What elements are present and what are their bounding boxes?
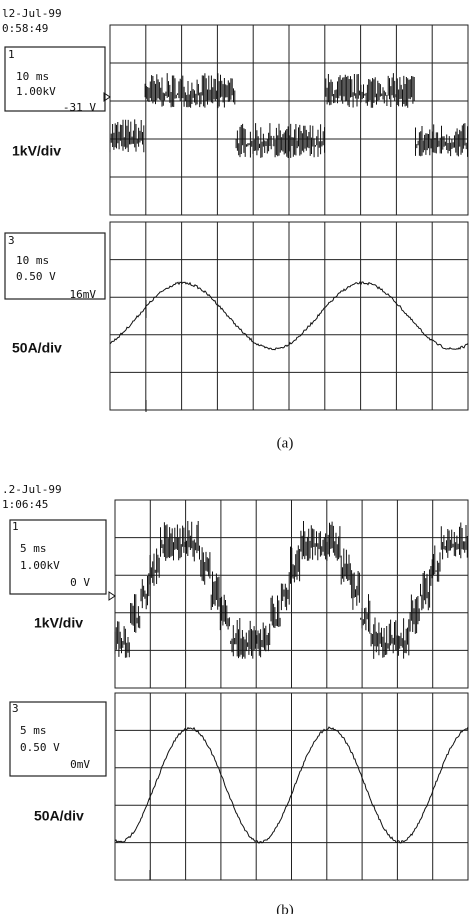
channel-number: 1 (12, 520, 19, 533)
channel-label: 50A/div (34, 807, 84, 823)
date: .2-Jul-99 (2, 483, 62, 496)
waveform (109, 280, 469, 351)
grid-lines (115, 500, 468, 688)
scale: 0.50 V (16, 270, 56, 283)
channel-marker (103, 92, 111, 102)
scale: 1.00kV (20, 559, 60, 572)
settings-box (9, 519, 107, 595)
waveform (114, 521, 468, 659)
grid-lines (110, 222, 468, 410)
settings-box (4, 46, 106, 112)
time: 0:58:49 (2, 22, 48, 35)
timebase: 10 ms (16, 254, 49, 267)
date: l2-Jul-99 (2, 7, 62, 20)
timebase: 10 ms (16, 70, 49, 83)
channel-label: 1kV/div (12, 142, 61, 158)
caption: (b) (276, 903, 294, 914)
grid-lines (110, 25, 468, 215)
timebase: 5 ms (20, 542, 47, 555)
channel-label: 1kV/div (34, 614, 83, 630)
settings-box (4, 232, 106, 300)
settings-box (9, 701, 107, 777)
scale: 1.00kV (16, 85, 56, 98)
caption: (a) (277, 436, 294, 452)
offset: 0mV (70, 758, 90, 771)
channel-number: 3 (8, 234, 15, 247)
channel-label: 50A/div (12, 339, 62, 355)
offset: 16mV (70, 288, 97, 301)
offset: 0 V (70, 576, 90, 589)
channel-number: 1 (8, 48, 15, 61)
channel-number: 3 (12, 702, 19, 715)
scale: 0.50 V (20, 741, 60, 754)
time: 1:06:45 (2, 498, 48, 511)
channel-marker (108, 591, 116, 601)
timebase: 5 ms (20, 724, 47, 737)
offset: -31 V (63, 101, 96, 114)
grid-lines (115, 693, 468, 880)
waveform (109, 73, 468, 158)
waveform (114, 726, 469, 844)
